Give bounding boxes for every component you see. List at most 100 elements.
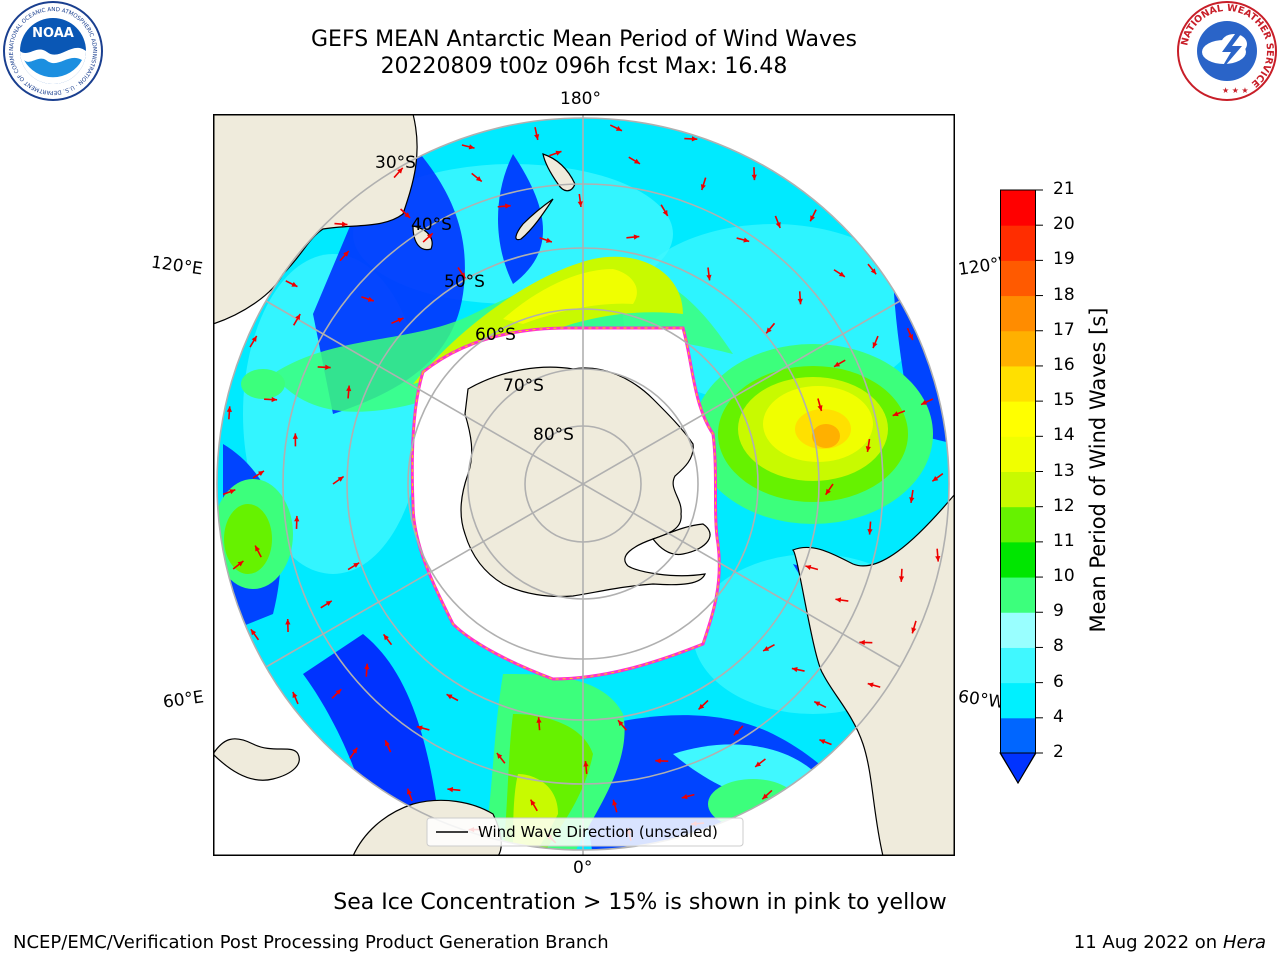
colorbar-tick-label: 12: [1053, 495, 1075, 516]
colorbar-segment: [1000, 471, 1036, 508]
wave-direction-arrow: [422, 232, 434, 243]
colorbar-segment: [1000, 577, 1036, 613]
colorbar-label: Mean Period of Wind Waves [s]: [1086, 307, 1110, 633]
wave-direction-arrow: [250, 628, 260, 641]
wave-direction-arrow: [347, 562, 360, 571]
wave-direction-arrow: [609, 124, 623, 132]
lon-label-0: 0°: [573, 858, 593, 878]
colorbar-tick-label: 17: [1053, 319, 1075, 340]
wave-direction-arrow: [264, 396, 278, 403]
wave-direction-arrow: [406, 788, 413, 802]
lon-label-180: 180°: [560, 89, 601, 109]
wave-direction-arrow: [833, 269, 846, 278]
wave-direction-arrow: [361, 296, 375, 302]
wave-direction-arrow: [339, 250, 350, 262]
wave-direction-arrow: [892, 410, 906, 417]
colorbar-outline: [1000, 189, 1036, 784]
date-stamp: 11 Aug 2022 on Hera: [1074, 932, 1266, 953]
svg-text:★ ★ ★: ★ ★ ★: [1222, 86, 1249, 95]
colorbar-tick-label: 9: [1053, 601, 1064, 622]
lon-label-60w: 60°W: [956, 686, 1007, 714]
wave-direction-arrow: [865, 438, 871, 453]
wave-direction-arrow: [384, 739, 392, 753]
colorbar-segment: [1000, 190, 1036, 226]
wave-direction-arrow: [447, 786, 461, 793]
colorbar-segment: [1000, 436, 1036, 472]
wave-direction-arrow: [835, 597, 849, 603]
wave-direction-arrow: [382, 633, 393, 646]
wave-direction-arrow: [626, 234, 640, 240]
chart-title: GEFS MEAN Antarctic Mean Period of Wind …: [311, 27, 857, 52]
sea-ice-note: Sea Ice Concentration > 15% is shown in …: [333, 890, 947, 915]
wave-direction-arrow: [254, 545, 262, 558]
wave-direction-arrow: [817, 398, 823, 412]
wave-direction-arrow: [548, 150, 562, 157]
colorbar-tick-label: 21: [1053, 179, 1075, 199]
wave-direction-arrow: [909, 489, 915, 504]
wave-direction-arrow: [334, 221, 348, 227]
wave-direction-arrow: [534, 127, 540, 141]
colorbar-segment: [1000, 295, 1036, 332]
wave-direction-arrow: [393, 167, 404, 179]
wave-direction-arrow: [733, 725, 744, 736]
wave-direction-arrow: [833, 359, 846, 368]
map-frame: [213, 114, 955, 856]
credit-text: NCEP/EMC/Verification Post Processing Pr…: [13, 932, 609, 953]
colorbar-extend-triangle: [999, 752, 1037, 784]
colorbar-tick-label: 2: [1053, 742, 1064, 762]
colorbar-tick-label: 13: [1053, 460, 1075, 481]
wave-direction-arrow: [931, 472, 944, 482]
colorbar-tick-label: 18: [1053, 284, 1075, 305]
wave-direction-arrow: [660, 204, 669, 217]
colorbar-segment: [1000, 260, 1036, 297]
wave-direction-arrow: [762, 643, 775, 652]
colorbar-tick-label: 10: [1053, 566, 1075, 587]
wave-direction-arrow: [867, 682, 881, 688]
wave-direction-arrow: [497, 203, 511, 209]
colorbar-tick-label: 14: [1053, 425, 1075, 446]
polar-map: 30°S 40°S 50°S 60°S 70°S 80°S Wind Wave …: [213, 114, 955, 856]
colorbar-tick-label: 15: [1053, 390, 1075, 411]
noaa-logo: NATIONAL OCEANIC AND ATMOSPHERIC ADMINIS…: [0, 0, 104, 102]
lat-label-30s: 30°S: [375, 153, 416, 173]
wave-direction-arrow: [416, 725, 430, 731]
wave-direction-arrow: [292, 313, 301, 326]
wave-direction-arrow: [898, 568, 905, 582]
colorbar-tick-label: 4: [1053, 706, 1064, 727]
colorbar-tick-label: 16: [1053, 354, 1075, 375]
wave-direction-arrow: [320, 600, 333, 609]
machine-name: Hera: [1222, 932, 1266, 953]
colorbar-segment: [1000, 717, 1036, 754]
wave-direction-arrow: [736, 237, 750, 243]
wave-direction-arrow: [920, 398, 934, 406]
wave-direction-arrow: [774, 215, 781, 229]
lon-label-60e: 60°E: [161, 687, 206, 713]
lon-label-120e: 120°E: [149, 252, 204, 280]
wave-direction-arrow: [471, 172, 483, 183]
wave-direction-arrow: [226, 406, 232, 420]
lat-label-70s: 70°S: [503, 376, 544, 396]
svg-text:NOAA: NOAA: [32, 26, 74, 41]
lat-label-60s: 60°S: [475, 325, 516, 345]
vector-legend: Wind Wave Direction (unscaled): [426, 817, 744, 847]
colorbar-tick-label: 19: [1053, 249, 1075, 270]
legend-label: Wind Wave Direction (unscaled): [478, 823, 718, 841]
nws-logo: NATIONAL WEATHER SERVICE ★ ★ ★: [1176, 0, 1278, 102]
colorbar-tick-label: 6: [1053, 671, 1064, 692]
lat-label-50s: 50°S: [444, 272, 485, 292]
wave-direction-arrow: [628, 156, 641, 165]
wave-direction-arrow: [797, 291, 803, 305]
wave-direction-arrow: [446, 693, 459, 702]
wave-direction-arrow: [791, 666, 805, 673]
wave-direction-arrow: [700, 177, 707, 191]
wave-direction-arrow: [249, 335, 258, 348]
wave-direction-arrow: [754, 758, 766, 768]
wave-direction-arrow: [222, 489, 236, 496]
wave-direction-arrow: [457, 267, 466, 279]
wave-direction-arrow: [331, 688, 342, 699]
wave-direction-arrow: [809, 209, 817, 222]
wave-direction-arrow: [461, 144, 475, 150]
colorbar-segment: [1000, 541, 1036, 578]
wave-direction-arrow: [391, 317, 404, 325]
wave-direction-arrow: [292, 433, 298, 447]
